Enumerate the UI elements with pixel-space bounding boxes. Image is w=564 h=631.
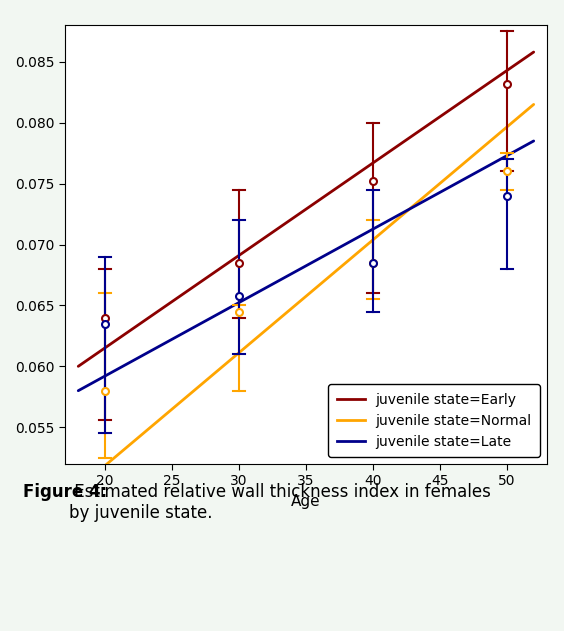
X-axis label: Age: Age — [291, 493, 321, 509]
Text: Figure 4:: Figure 4: — [23, 483, 107, 501]
Text: Estimated relative wall thickness index in females
by juvenile state.: Estimated relative wall thickness index … — [69, 483, 491, 521]
Legend: juvenile state=Early, juvenile state=Normal, juvenile state=Late: juvenile state=Early, juvenile state=Nor… — [328, 384, 540, 457]
